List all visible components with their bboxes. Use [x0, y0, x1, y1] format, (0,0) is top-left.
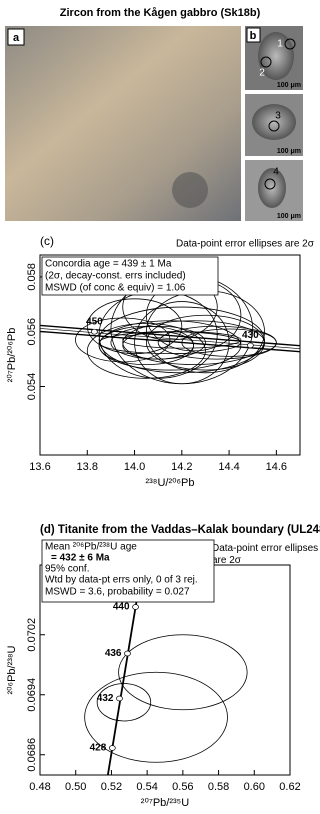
age-label: 432: [97, 693, 114, 704]
y-tick-label: 0.0702: [26, 618, 38, 652]
annotation-box: [41, 256, 219, 296]
annotation: Wtd by data-pt errs only, 0 of 3 rej.: [45, 575, 198, 586]
spot-label: 2: [259, 68, 265, 79]
error-ellipse: [98, 320, 242, 371]
panel-label-box: [246, 27, 261, 43]
error-ellipse: [75, 317, 171, 363]
panel-label: b: [250, 30, 257, 42]
y-tick-label: 0.056: [26, 318, 38, 346]
chart-title: (d) Titanite from the Vaddas–Kalak bound…: [40, 524, 320, 536]
y-tick-label: 0.058: [26, 263, 38, 291]
annotation: Concordia age = 439 ± 1 Ma: [45, 259, 172, 270]
spot-label: 3: [275, 111, 281, 122]
note-line: are 2σ: [212, 555, 242, 566]
spot-label: 4: [273, 167, 279, 178]
y-axis-label: ²⁰⁶Pb/²³⁸U: [6, 645, 18, 694]
annotation: 95% conf.: [45, 564, 89, 575]
error-ellipse: [86, 323, 206, 379]
x-tick-label: 0.62: [279, 781, 300, 793]
x-tick-label: 14.6: [266, 461, 287, 473]
panel-label-box: [7, 28, 25, 46]
error-ellipse: [118, 634, 248, 711]
age-label: 430: [242, 330, 259, 341]
spot: [260, 56, 272, 68]
age-label: 428: [90, 743, 107, 754]
error-ellipse: [122, 331, 195, 360]
error-ellipse: [86, 298, 183, 355]
age-marker: [108, 745, 116, 751]
concordia-band: [40, 324, 300, 347]
age-marker: [116, 695, 123, 702]
photo-detail: [172, 172, 208, 208]
age-marker: [91, 328, 98, 335]
note-line: Data-point error ellipses: [212, 543, 318, 554]
annotation-box: [41, 539, 215, 603]
annotation: (2σ, decay-const. errs included): [45, 271, 186, 282]
x-tick-label: 13.6: [29, 461, 50, 473]
age-marker: [132, 604, 139, 610]
y-tick-label: 0.054: [26, 373, 38, 401]
x-tick-label: 14.0: [124, 461, 145, 473]
y-tick-label: 0.0694: [26, 678, 38, 712]
plot: [40, 273, 300, 385]
spot: [268, 120, 280, 132]
x-tick-label: 0.56: [172, 781, 193, 793]
age-label: 440: [113, 602, 130, 613]
age-marker: [124, 650, 131, 657]
x-tick-label: 0.60: [244, 781, 265, 793]
error-ellipse: [122, 331, 242, 349]
x-tick-label: 0.58: [208, 781, 229, 793]
annotation: = 432 ± 6 Ma: [51, 553, 110, 564]
error-ellipse: [96, 683, 152, 722]
panel-label: a: [13, 32, 20, 44]
annotation: MSWD (of conc & equiv) = 1.06: [45, 283, 186, 294]
chart-title: (c): [40, 234, 54, 248]
y-axis-label: ²⁰⁷Pb/²⁰⁶Pb: [6, 328, 18, 383]
x-tick-label: 14.4: [218, 461, 239, 473]
scale-bar: 100 μm: [277, 82, 301, 89]
x-axis-label: ²³⁸U/²⁰⁶Pb: [145, 477, 194, 489]
age-label: 450: [86, 316, 103, 327]
annotation: MSWD = 3.6, probability = 0.027: [45, 587, 190, 598]
grain: [252, 104, 296, 140]
spot-label: 1: [277, 39, 283, 50]
scale-bar: 100 μm: [277, 213, 301, 220]
age-marker: [247, 342, 254, 349]
x-tick-label: 0.50: [65, 781, 86, 793]
error-ellipse: [84, 671, 228, 763]
note: Data-point error ellipses are 2σ: [212, 543, 318, 566]
x-axis-label: ²⁰⁷Pb/²³⁵U: [141, 797, 189, 809]
spot: [284, 38, 296, 50]
scale-bar: 100 μm: [277, 148, 301, 155]
x-tick-label: 0.54: [136, 781, 157, 793]
y-tick-label: 0.0686: [26, 738, 38, 772]
annotation: Mean ²⁰⁶Pb/²³⁸U age: [45, 542, 137, 553]
spot: [264, 178, 276, 190]
figure-title: Zircon from the Kågen gabbro (Sk18b): [60, 7, 261, 19]
grain: [258, 168, 286, 208]
x-tick-label: 0.48: [29, 781, 50, 793]
concordia: [40, 328, 300, 349]
age-label: 436: [105, 648, 122, 659]
x-tick-label: 0.52: [101, 781, 122, 793]
x-tick-label: 13.8: [77, 461, 98, 473]
x-tick-label: 14.2: [171, 461, 192, 473]
note: Data-point error ellipses are 2σ: [176, 239, 315, 250]
plot-frame: [39, 254, 301, 456]
concordia-band: [40, 330, 300, 353]
